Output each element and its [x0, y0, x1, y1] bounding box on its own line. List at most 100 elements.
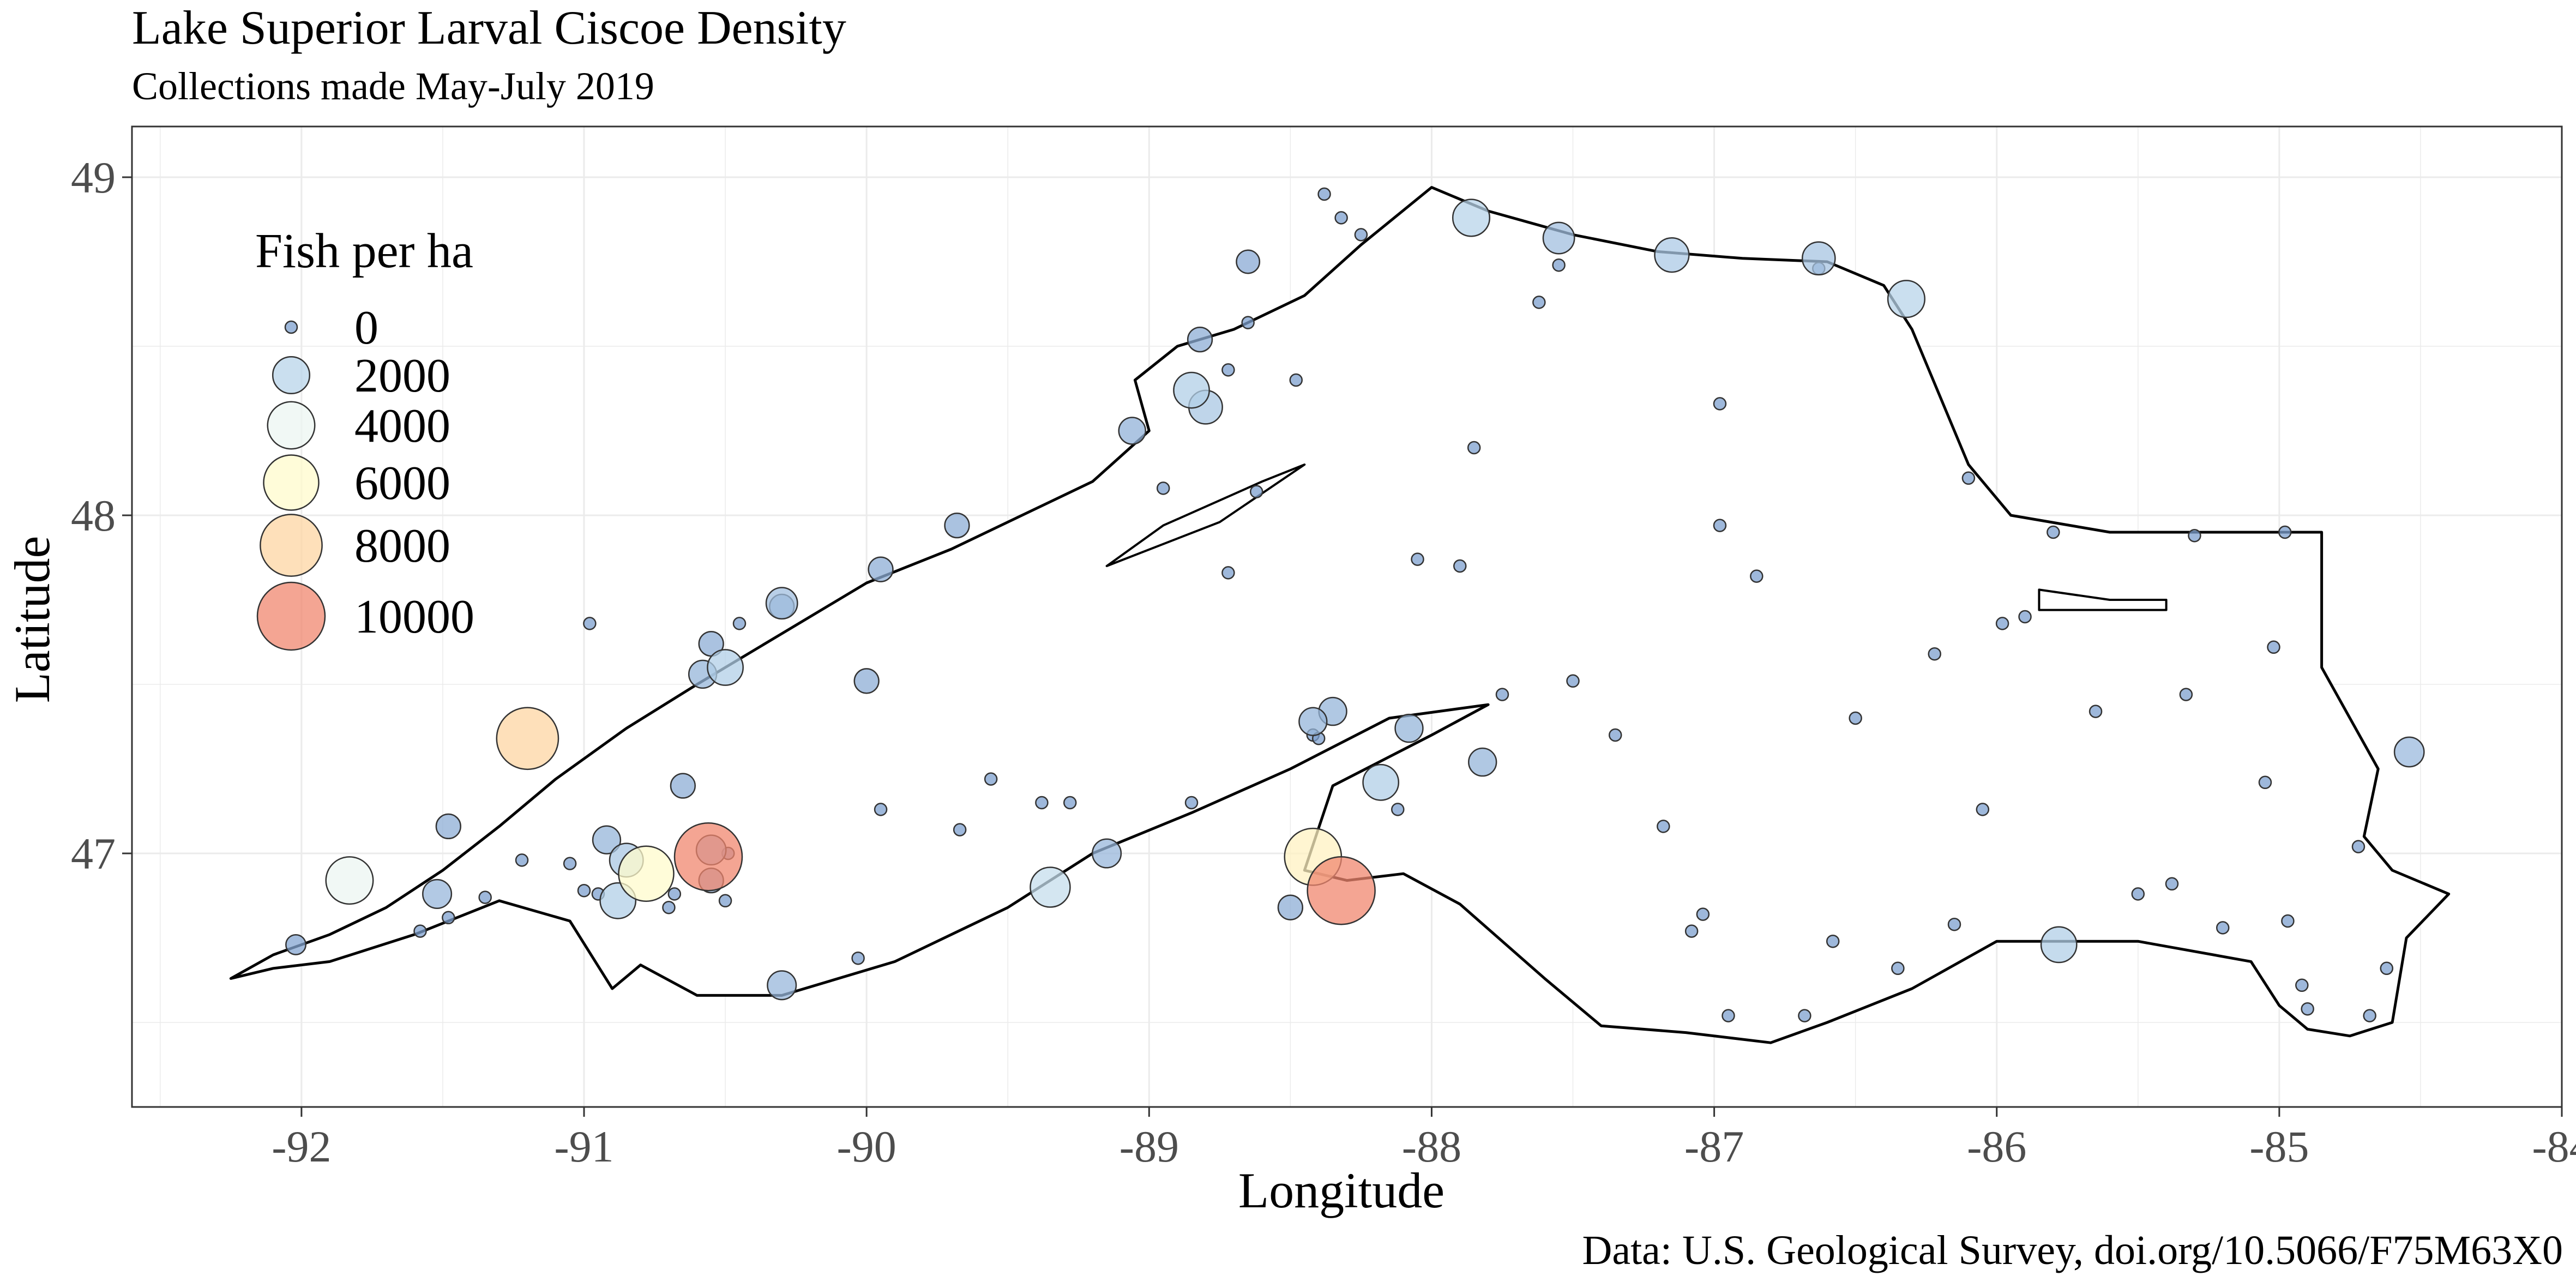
sample-point	[1391, 803, 1405, 816]
sample-point	[2393, 736, 2425, 768]
sample-point	[1307, 856, 1376, 925]
sample-point	[1092, 838, 1122, 869]
sample-point	[1277, 894, 1304, 920]
x-tick-label: -87	[1684, 1122, 1744, 1171]
sample-point	[1453, 559, 1467, 573]
sample-point	[1798, 1009, 1811, 1022]
island-outline	[2038, 588, 2168, 611]
sample-point	[1187, 326, 1213, 353]
sample-point	[1750, 569, 1764, 583]
sample-point	[422, 878, 453, 909]
sample-point	[718, 894, 732, 908]
sample-point	[1654, 237, 1690, 273]
sample-point	[1173, 371, 1210, 409]
sample-point	[851, 951, 865, 965]
sample-point	[1552, 258, 1566, 272]
sample-point	[2089, 705, 2103, 718]
sample-point	[1249, 485, 1263, 498]
legend-key-2000	[272, 356, 311, 395]
sample-point	[673, 822, 743, 892]
x-tick-label: -86	[1967, 1122, 2026, 1171]
sample-point	[1063, 796, 1077, 810]
sample-point	[1887, 280, 1925, 318]
sample-point	[874, 803, 888, 816]
sample-point	[1354, 228, 1368, 242]
sample-point	[2258, 775, 2272, 790]
sample-point	[868, 556, 894, 582]
legend-key-6000	[263, 454, 320, 511]
x-tick-label: -91	[554, 1122, 613, 1171]
sample-point	[2363, 1009, 2376, 1022]
sample-point	[478, 890, 492, 904]
sample-point	[670, 773, 696, 799]
sample-point	[1467, 441, 1481, 455]
sample-point	[1566, 674, 1580, 688]
sample-point	[2040, 926, 2078, 964]
chart-title: Lake Superior Larval Ciscoe Density	[132, 2, 846, 55]
sample-point	[563, 857, 577, 870]
sample-point	[1452, 198, 1491, 237]
points-layer	[285, 187, 2425, 1022]
sample-point	[1289, 373, 1303, 387]
sample-point	[732, 617, 747, 630]
sample-point	[1684, 924, 1699, 938]
sample-point	[1995, 617, 2009, 630]
sample-point	[1713, 519, 1727, 532]
sample-point	[1849, 711, 1862, 725]
sample-point	[496, 707, 559, 771]
sample-point	[1468, 747, 1497, 777]
sample-point	[1362, 763, 1400, 801]
y-tick-label: 49	[71, 153, 116, 202]
y-tick-label: 48	[71, 491, 116, 540]
sample-point	[2018, 610, 2032, 624]
legend-label-10000: 10000	[354, 591, 474, 643]
sample-point	[442, 911, 455, 925]
sample-point	[853, 668, 880, 694]
x-tick-label: -90	[837, 1122, 896, 1171]
sample-point	[1928, 647, 1941, 661]
sample-point	[1334, 211, 1348, 225]
sample-point	[413, 924, 427, 938]
sample-point	[2281, 914, 2295, 928]
axis-ticks: -92 -91 -90 -89 -88 -87 -86 -85 -84 47 48 49	[71, 153, 2576, 1171]
legend-label-0: 0	[354, 302, 378, 354]
x-tick-label: -89	[1120, 1122, 1179, 1171]
legend-title: Fish per ha	[255, 224, 473, 278]
sample-point	[767, 970, 797, 1001]
sample-point	[1542, 221, 1575, 255]
x-tick-label: -92	[272, 1122, 331, 1171]
sample-point	[1722, 1009, 1735, 1022]
sample-point	[618, 845, 675, 902]
sample-point	[2179, 688, 2193, 701]
sample-point	[583, 617, 597, 630]
sample-point	[944, 512, 970, 539]
sample-point	[1298, 707, 1328, 736]
sample-point	[1411, 552, 1424, 566]
sample-point	[1030, 866, 1071, 908]
legend-key-4000	[267, 401, 316, 450]
sample-point	[1657, 820, 1670, 833]
x-tick-label: -88	[1402, 1122, 1461, 1171]
sample-point	[2380, 961, 2394, 976]
sample-point	[1118, 417, 1146, 445]
x-axis-label: Longitude	[1238, 1163, 1445, 1218]
data-caption: Data: U.S. Geological Survey, doi.org/10…	[1582, 1227, 2563, 1273]
sample-point	[707, 649, 744, 686]
sample-point	[2351, 840, 2366, 853]
sample-point	[1221, 566, 1235, 580]
chart-subtitle: Collections made May-July 2019	[132, 64, 654, 108]
sample-point	[2301, 1002, 2314, 1016]
sample-point	[953, 823, 967, 836]
x-tick-label: -85	[2249, 1122, 2309, 1171]
legend-key-10000	[256, 581, 326, 651]
sample-point	[2216, 921, 2230, 935]
sample-point	[2295, 978, 2309, 992]
sample-point	[1035, 796, 1049, 810]
sample-point	[577, 883, 591, 898]
sample-point	[1221, 363, 1235, 377]
lake-shoreline	[229, 186, 2451, 1044]
sample-point	[515, 853, 529, 867]
sample-point	[2131, 887, 2145, 901]
sample-point	[325, 856, 374, 905]
